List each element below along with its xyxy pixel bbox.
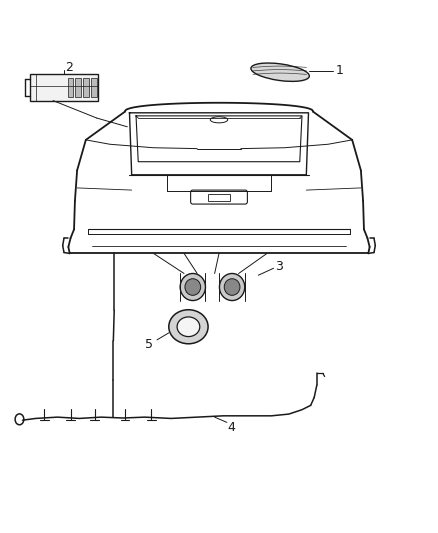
Text: 2: 2 [65, 61, 73, 74]
Ellipse shape [169, 310, 208, 344]
Bar [83, 78, 89, 97]
Text: 5: 5 [145, 338, 153, 351]
Bar [75, 78, 81, 97]
Ellipse shape [219, 273, 245, 301]
Bar [91, 78, 97, 97]
Ellipse shape [224, 279, 240, 295]
Text: 3: 3 [275, 260, 283, 273]
Text: 1: 1 [336, 64, 344, 77]
Bar [208, 193, 230, 201]
Text: 4: 4 [228, 421, 236, 434]
Ellipse shape [251, 63, 309, 82]
Bar [30, 74, 98, 101]
Ellipse shape [180, 273, 205, 301]
Bar [67, 78, 73, 97]
Ellipse shape [177, 317, 200, 336]
Ellipse shape [185, 279, 201, 295]
